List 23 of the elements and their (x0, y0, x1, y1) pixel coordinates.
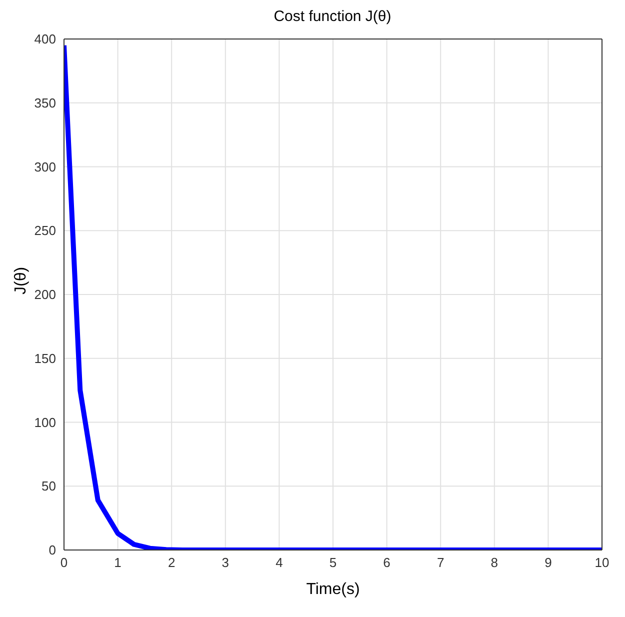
y-tick-label: 0 (48, 542, 56, 558)
x-tick-label: 8 (490, 555, 498, 570)
y-tick-label: 250 (34, 223, 56, 238)
y-tick-label: 200 (34, 287, 56, 302)
x-tick-label: 0 (60, 555, 68, 570)
y-tick-label: 100 (34, 414, 56, 430)
x-tick-label: 1 (114, 555, 122, 570)
y-tick-label: 50 (42, 478, 56, 494)
x-tick-label: 2 (168, 555, 176, 570)
y-tick-label: 350 (34, 95, 56, 110)
y-tick-label: 150 (34, 350, 56, 366)
x-tick-label: 10 (594, 555, 610, 570)
chart-title: Cost function J(θ) (272, 8, 392, 27)
x-tick-label: 7 (436, 555, 444, 570)
x-tick-label: 4 (276, 555, 283, 570)
y-axis-title: J(θ) (12, 266, 30, 294)
x-axis-title: Time(s) (306, 581, 360, 598)
x-tick-label: 5 (329, 555, 337, 570)
x-tick-label: 3 (222, 555, 230, 570)
x-tick-label: 9 (544, 555, 552, 570)
y-tick-label: 300 (34, 159, 56, 174)
x-tick-label: 6 (383, 555, 390, 570)
y-tick-label: 400 (34, 32, 56, 47)
